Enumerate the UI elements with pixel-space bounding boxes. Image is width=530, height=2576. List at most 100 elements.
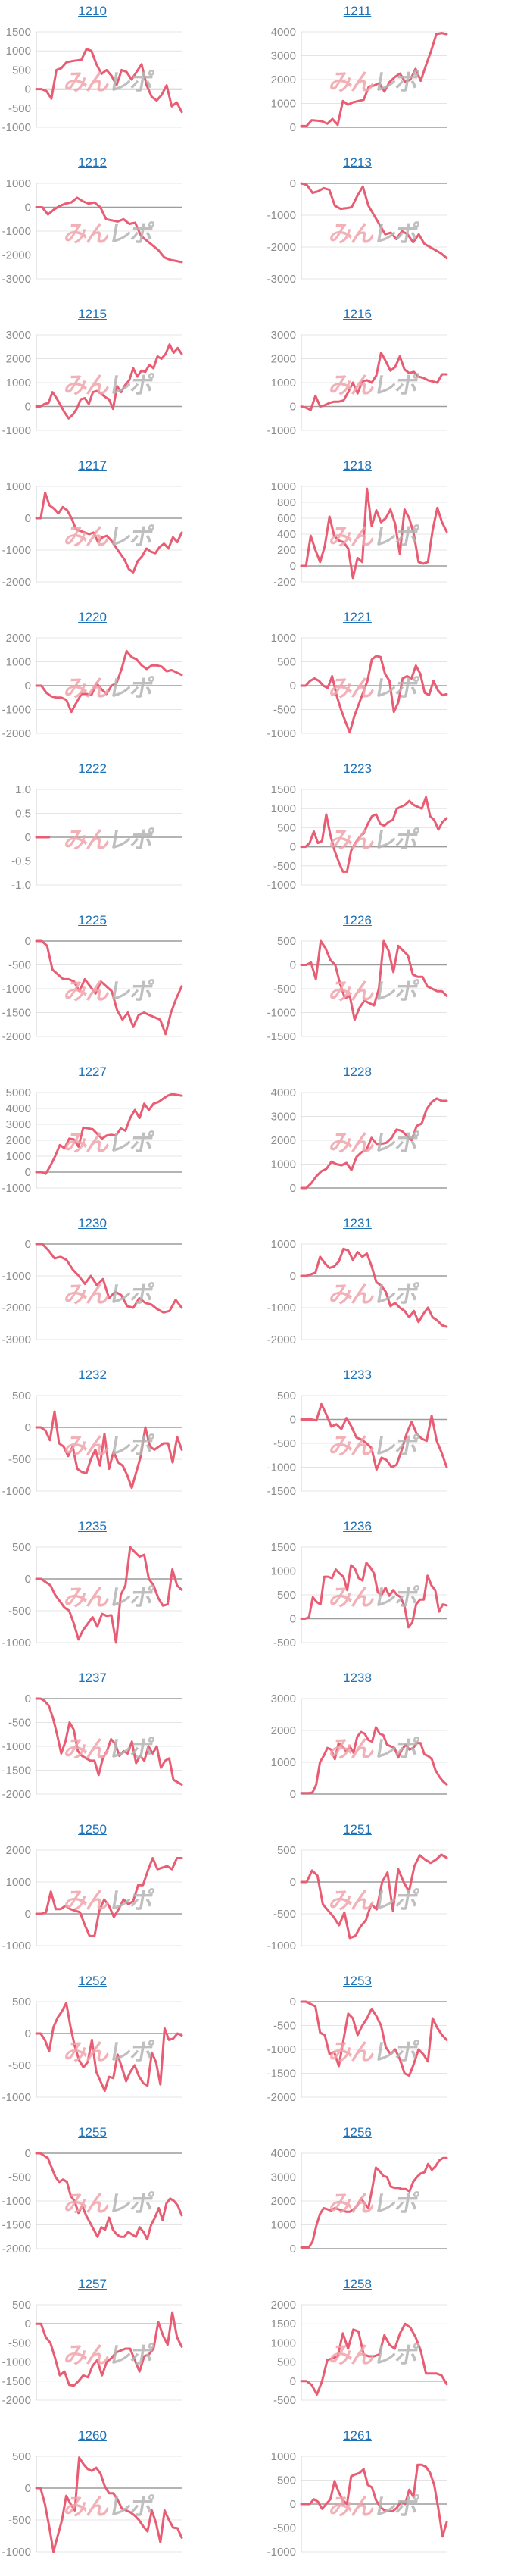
chart-title-link[interactable]: 1258 <box>343 2277 372 2291</box>
gridlines <box>301 2001 447 2098</box>
y-tick-labels: 1000 500 0 -500 -1000 <box>267 2450 296 2559</box>
y-tick-label: -1000 <box>2 2546 31 2559</box>
series-line <box>35 1410 183 1490</box>
line-chart: 0 -500 -1000 -1500 -2000 <box>2 1693 183 1801</box>
y-tick-label: 0 <box>25 1908 31 1921</box>
chart-title: 1250 <box>0 1822 185 1837</box>
chart-title-link[interactable]: 1237 <box>78 1671 107 1685</box>
gridlines <box>36 2152 182 2249</box>
chart-title-link[interactable]: 1232 <box>78 1368 107 1382</box>
chart-cell: 1228 4000 3000 2000 1000 0 みん レポ <box>265 1061 530 1212</box>
chart-title-link[interactable]: 1235 <box>78 1519 107 1533</box>
y-tick-labels: 1000 0 -1000 -2000 -3000 <box>2 177 31 286</box>
y-tick-label: 0 <box>290 1613 296 1626</box>
chart-title-link[interactable]: 1220 <box>78 610 107 624</box>
series-line <box>300 2000 448 2077</box>
chart-title-link[interactable]: 1233 <box>343 1368 372 1382</box>
y-tick-label: -1000 <box>267 879 296 892</box>
chart-title-link[interactable]: 1238 <box>343 1671 372 1685</box>
chart-title-link[interactable]: 1221 <box>343 610 372 624</box>
chart-title-link[interactable]: 1215 <box>78 307 107 321</box>
chart-title-link[interactable]: 1213 <box>343 155 372 170</box>
chart-title-link[interactable]: 1218 <box>343 458 372 473</box>
chart-title-link[interactable]: 1250 <box>78 1822 107 1837</box>
chart-title-link[interactable]: 1252 <box>78 1974 107 1988</box>
chart-title-link[interactable]: 1236 <box>343 1519 372 1533</box>
y-tick-labels: 1500 1000 500 0 -500 -1000 <box>267 783 296 892</box>
y-tick-label: -500 <box>8 959 31 972</box>
y-tick-label: -500 <box>273 1908 296 1921</box>
y-tick-label: -500 <box>273 983 296 996</box>
gridlines <box>36 940 182 1037</box>
line-chart: 500 0 -500 -1000 <box>267 1844 448 1952</box>
chart-title-link[interactable]: 1210 <box>78 4 107 18</box>
y-tick-label: -200 <box>273 576 296 589</box>
chart-title-link[interactable]: 1260 <box>78 2428 107 2443</box>
chart-cell: 1225 0 -500 -1000 -1500 -2000 みん レポ <box>0 909 265 1061</box>
chart-title-link[interactable]: 1212 <box>78 155 107 170</box>
y-tick-label: 0 <box>290 1996 296 2009</box>
y-tick-label: 1000 <box>271 1756 296 1769</box>
y-tick-label: -1000 <box>267 2043 296 2056</box>
line-chart: 2000 1000 0 -1000 -2000 <box>2 632 183 740</box>
y-tick-label: 2000 <box>271 73 296 86</box>
plot-area: 500 0 -500 -1000 -1500 みん レポ <box>265 930 522 1050</box>
y-tick-label: 1000 <box>271 2219 296 2232</box>
series-line <box>35 649 183 714</box>
line-chart: 1000 0 -1000 -2000 <box>2 480 183 589</box>
chart-cell: 1258 2000 1500 1000 500 0 -500 みん レポ <box>265 2273 530 2424</box>
chart-cell: 1232 500 0 -500 -1000 みん レポ <box>0 1364 265 1515</box>
y-tick-labels: 1000 500 0 -500 -1000 <box>267 632 296 740</box>
gridlines <box>301 1395 447 1492</box>
series-line <box>300 2463 448 2538</box>
line-chart: 1500 1000 500 0 -500 <box>271 1541 448 1649</box>
chart-title-link[interactable]: 1222 <box>78 761 107 776</box>
chart-title: 1252 <box>0 1974 185 1989</box>
y-tick-labels: 3000 2000 1000 0 -1000 <box>2 329 31 437</box>
chart-title-link[interactable]: 1253 <box>343 1974 372 1988</box>
chart-title-link[interactable]: 1257 <box>78 2277 107 2291</box>
y-tick-label: -2000 <box>2 1788 31 1801</box>
y-tick-label: -1000 <box>2 544 31 557</box>
chart-title: 1222 <box>0 761 185 777</box>
chart-cell: 1230 0 -1000 -2000 -3000 みん レポ <box>0 1212 265 1364</box>
series-line <box>300 2322 448 2396</box>
y-tick-label: 0 <box>25 202 31 214</box>
y-tick-label: 2000 <box>271 1134 296 1147</box>
chart-cell: 1252 500 0 -500 -1000 みん レポ <box>0 1970 265 2121</box>
y-tick-label: -500 <box>8 2059 31 2072</box>
chart-title-link[interactable]: 1216 <box>343 307 372 321</box>
chart-title-link[interactable]: 1227 <box>78 1064 107 1079</box>
chart-title: 1225 <box>0 913 185 928</box>
chart-cell: 1237 0 -500 -1000 -1500 -2000 みん レポ <box>0 1667 265 1818</box>
y-tick-label: 0 <box>290 1876 296 1889</box>
gridlines <box>36 486 182 583</box>
y-tick-label: 500 <box>277 821 296 834</box>
chart-title-link[interactable]: 1231 <box>343 1216 372 1230</box>
chart-title-link[interactable]: 1217 <box>78 458 107 473</box>
chart-title-link[interactable]: 1256 <box>343 2125 372 2140</box>
chart-title-link[interactable]: 1226 <box>343 913 372 927</box>
gridlines <box>36 2304 182 2401</box>
chart-title-link[interactable]: 1228 <box>343 1064 372 1079</box>
y-tick-label: -1000 <box>2 1270 31 1283</box>
chart-title-link[interactable]: 1230 <box>78 1216 107 1230</box>
chart-title-link[interactable]: 1255 <box>78 2125 107 2140</box>
y-tick-label: -1500 <box>267 2068 296 2080</box>
y-tick-labels: 500 0 -500 -1000 <box>267 1844 296 1952</box>
series-line <box>35 939 183 1036</box>
chart-title-link[interactable]: 1223 <box>343 761 372 776</box>
y-tick-label: -1500 <box>267 1485 296 1498</box>
y-tick-label: -2000 <box>267 2091 296 2104</box>
y-tick-label: -500 <box>273 704 296 717</box>
line-chart: 500 0 -500 -1000 <box>2 2450 183 2559</box>
chart-title-link[interactable]: 1225 <box>78 913 107 927</box>
plot-area: 1000 0 -1000 -2000 みん レポ <box>265 1233 522 1353</box>
y-tick-label: -500 <box>273 2020 296 2033</box>
gridlines <box>301 1849 447 1946</box>
y-tick-labels: 2000 1500 1000 500 0 -500 <box>271 2299 296 2407</box>
y-tick-label: 2000 <box>6 1134 31 1147</box>
chart-title-link[interactable]: 1261 <box>343 2428 372 2443</box>
chart-title-link[interactable]: 1251 <box>343 1822 372 1837</box>
chart-title-link[interactable]: 1211 <box>343 4 372 18</box>
